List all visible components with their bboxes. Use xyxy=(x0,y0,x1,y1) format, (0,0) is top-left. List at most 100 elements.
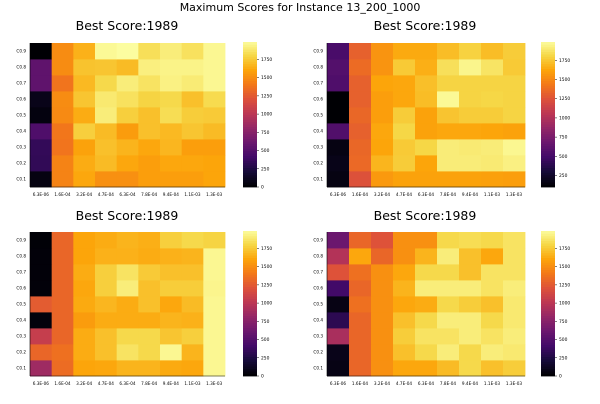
x-tick-label: 6.3E-04 xyxy=(119,381,135,386)
x-tick-label: 6.3E-06 xyxy=(33,192,49,197)
x-tick-label: 1.1E-03 xyxy=(484,381,500,386)
colorbar-segment xyxy=(243,257,257,261)
colorbar-segment xyxy=(541,351,555,355)
heatmap-cell xyxy=(181,43,204,60)
colorbar-segment xyxy=(243,167,257,171)
heatmap-cell xyxy=(138,75,161,92)
colorbar-segment xyxy=(541,95,555,98)
heatmap-cell xyxy=(415,123,438,140)
heatmap-cell xyxy=(160,75,183,92)
heatmap-cell xyxy=(481,264,504,281)
y-tick-label: C0.6 xyxy=(313,286,323,291)
colorbar-segment xyxy=(541,78,555,82)
y-tick-label: C0.1 xyxy=(313,177,323,182)
heatmap-cell xyxy=(437,91,460,108)
heatmap-cell xyxy=(181,328,204,345)
colorbar-segment xyxy=(541,61,555,65)
heatmap-cell xyxy=(503,59,526,76)
heatmap-cell xyxy=(481,107,504,124)
colorbar-segment xyxy=(243,373,257,377)
heatmap-cell xyxy=(371,232,394,249)
heatmap-cell xyxy=(73,360,96,377)
heatmap-cell xyxy=(503,107,526,124)
heatmap-cell xyxy=(116,280,139,297)
heatmap-cell xyxy=(73,43,96,60)
heatmap-cell xyxy=(51,107,74,124)
colorbar-segment xyxy=(541,75,555,79)
colorbar-segment xyxy=(243,148,257,152)
colorbar-segment xyxy=(243,322,257,326)
heatmap-cell xyxy=(393,280,416,297)
heatmap-cell xyxy=(415,248,438,265)
colorbar-segment xyxy=(541,325,555,329)
colorbar-segment xyxy=(541,153,555,156)
x-tick-label: 9.4E-04 xyxy=(462,192,478,197)
colorbar-segment xyxy=(243,310,257,314)
x-tick-label: 1.6E-04 xyxy=(54,192,70,197)
heatmap-cell xyxy=(459,91,482,108)
heatmap-panel: Best Score:1989 6.3E-06 1.6E-04 3.2E-04 4.7E… xyxy=(16,208,272,386)
x-tick-label: 3.2E-04 xyxy=(374,381,390,386)
heatmap-cell xyxy=(203,139,226,156)
colorbar-segment xyxy=(541,260,555,263)
colorbar-segment xyxy=(541,322,555,326)
y-tick-label: C0.2 xyxy=(313,161,323,166)
heatmap-cell xyxy=(116,232,139,249)
x-tick-label: 3.2E-04 xyxy=(374,192,390,197)
colorbar-segment xyxy=(541,272,555,275)
heatmap-cell xyxy=(73,328,96,345)
heatmap-cell xyxy=(138,280,161,297)
colorbar-segment xyxy=(243,107,257,111)
heatmap-cell xyxy=(116,123,139,140)
x-tick-label: 1.3E-03 xyxy=(206,381,222,386)
colorbar-tick-label: 250 xyxy=(261,166,270,172)
colorbar-segment xyxy=(541,119,555,123)
colorbar-segment xyxy=(243,305,257,309)
heatmap-cell xyxy=(371,107,394,124)
heatmap-cell xyxy=(95,75,118,92)
colorbar-segment xyxy=(243,92,257,96)
colorbar-segment xyxy=(243,276,257,280)
colorbar-segment xyxy=(541,301,555,304)
x-tick-label: 9.4E-04 xyxy=(163,381,179,386)
heatmap-cell xyxy=(138,155,161,172)
heatmap-cell xyxy=(503,280,526,297)
colorbar-segment xyxy=(541,177,555,181)
heatmap-cell xyxy=(459,248,482,265)
heatmap-cell xyxy=(371,344,394,361)
heatmap-cell xyxy=(181,248,204,265)
colorbar-segment xyxy=(541,54,555,57)
heatmap-cell xyxy=(393,123,416,140)
heatmap-cell xyxy=(30,107,53,124)
colorbar-segment xyxy=(243,83,257,86)
colorbar-segment xyxy=(541,252,555,256)
y-tick-label: C0.4 xyxy=(16,318,26,323)
heatmap-cell xyxy=(349,91,372,108)
y-tick-label: C0.1 xyxy=(313,366,323,371)
heatmap-cell xyxy=(51,248,74,265)
colorbar-segment xyxy=(541,276,555,280)
colorbar-segment xyxy=(243,121,257,125)
heatmap-cell xyxy=(393,91,416,108)
colorbar-segment xyxy=(541,141,555,144)
y-tick-label: C0.2 xyxy=(313,350,323,355)
colorbar-segment xyxy=(243,284,257,287)
heatmap-cell xyxy=(73,264,96,281)
heatmap-cell xyxy=(327,43,350,60)
heatmap-cell xyxy=(371,360,394,377)
heatmap-cell xyxy=(327,155,350,172)
colorbar-segment xyxy=(243,85,257,89)
colorbar-tick-label: 500 xyxy=(261,337,270,343)
heatmap-cell xyxy=(459,344,482,361)
heatmap-cell xyxy=(138,232,161,249)
colorbar-segment xyxy=(243,368,257,372)
heatmap-cell xyxy=(95,360,118,377)
heatmap-cell xyxy=(415,59,438,76)
heatmap-cell xyxy=(203,123,226,140)
colorbar-segment xyxy=(541,286,555,290)
heatmap-cell xyxy=(503,296,526,313)
heatmap-cell xyxy=(393,139,416,156)
heatmap-cell xyxy=(73,155,96,172)
colorbar-tick-label: 1250 xyxy=(559,282,570,288)
colorbar-segment xyxy=(541,291,555,295)
